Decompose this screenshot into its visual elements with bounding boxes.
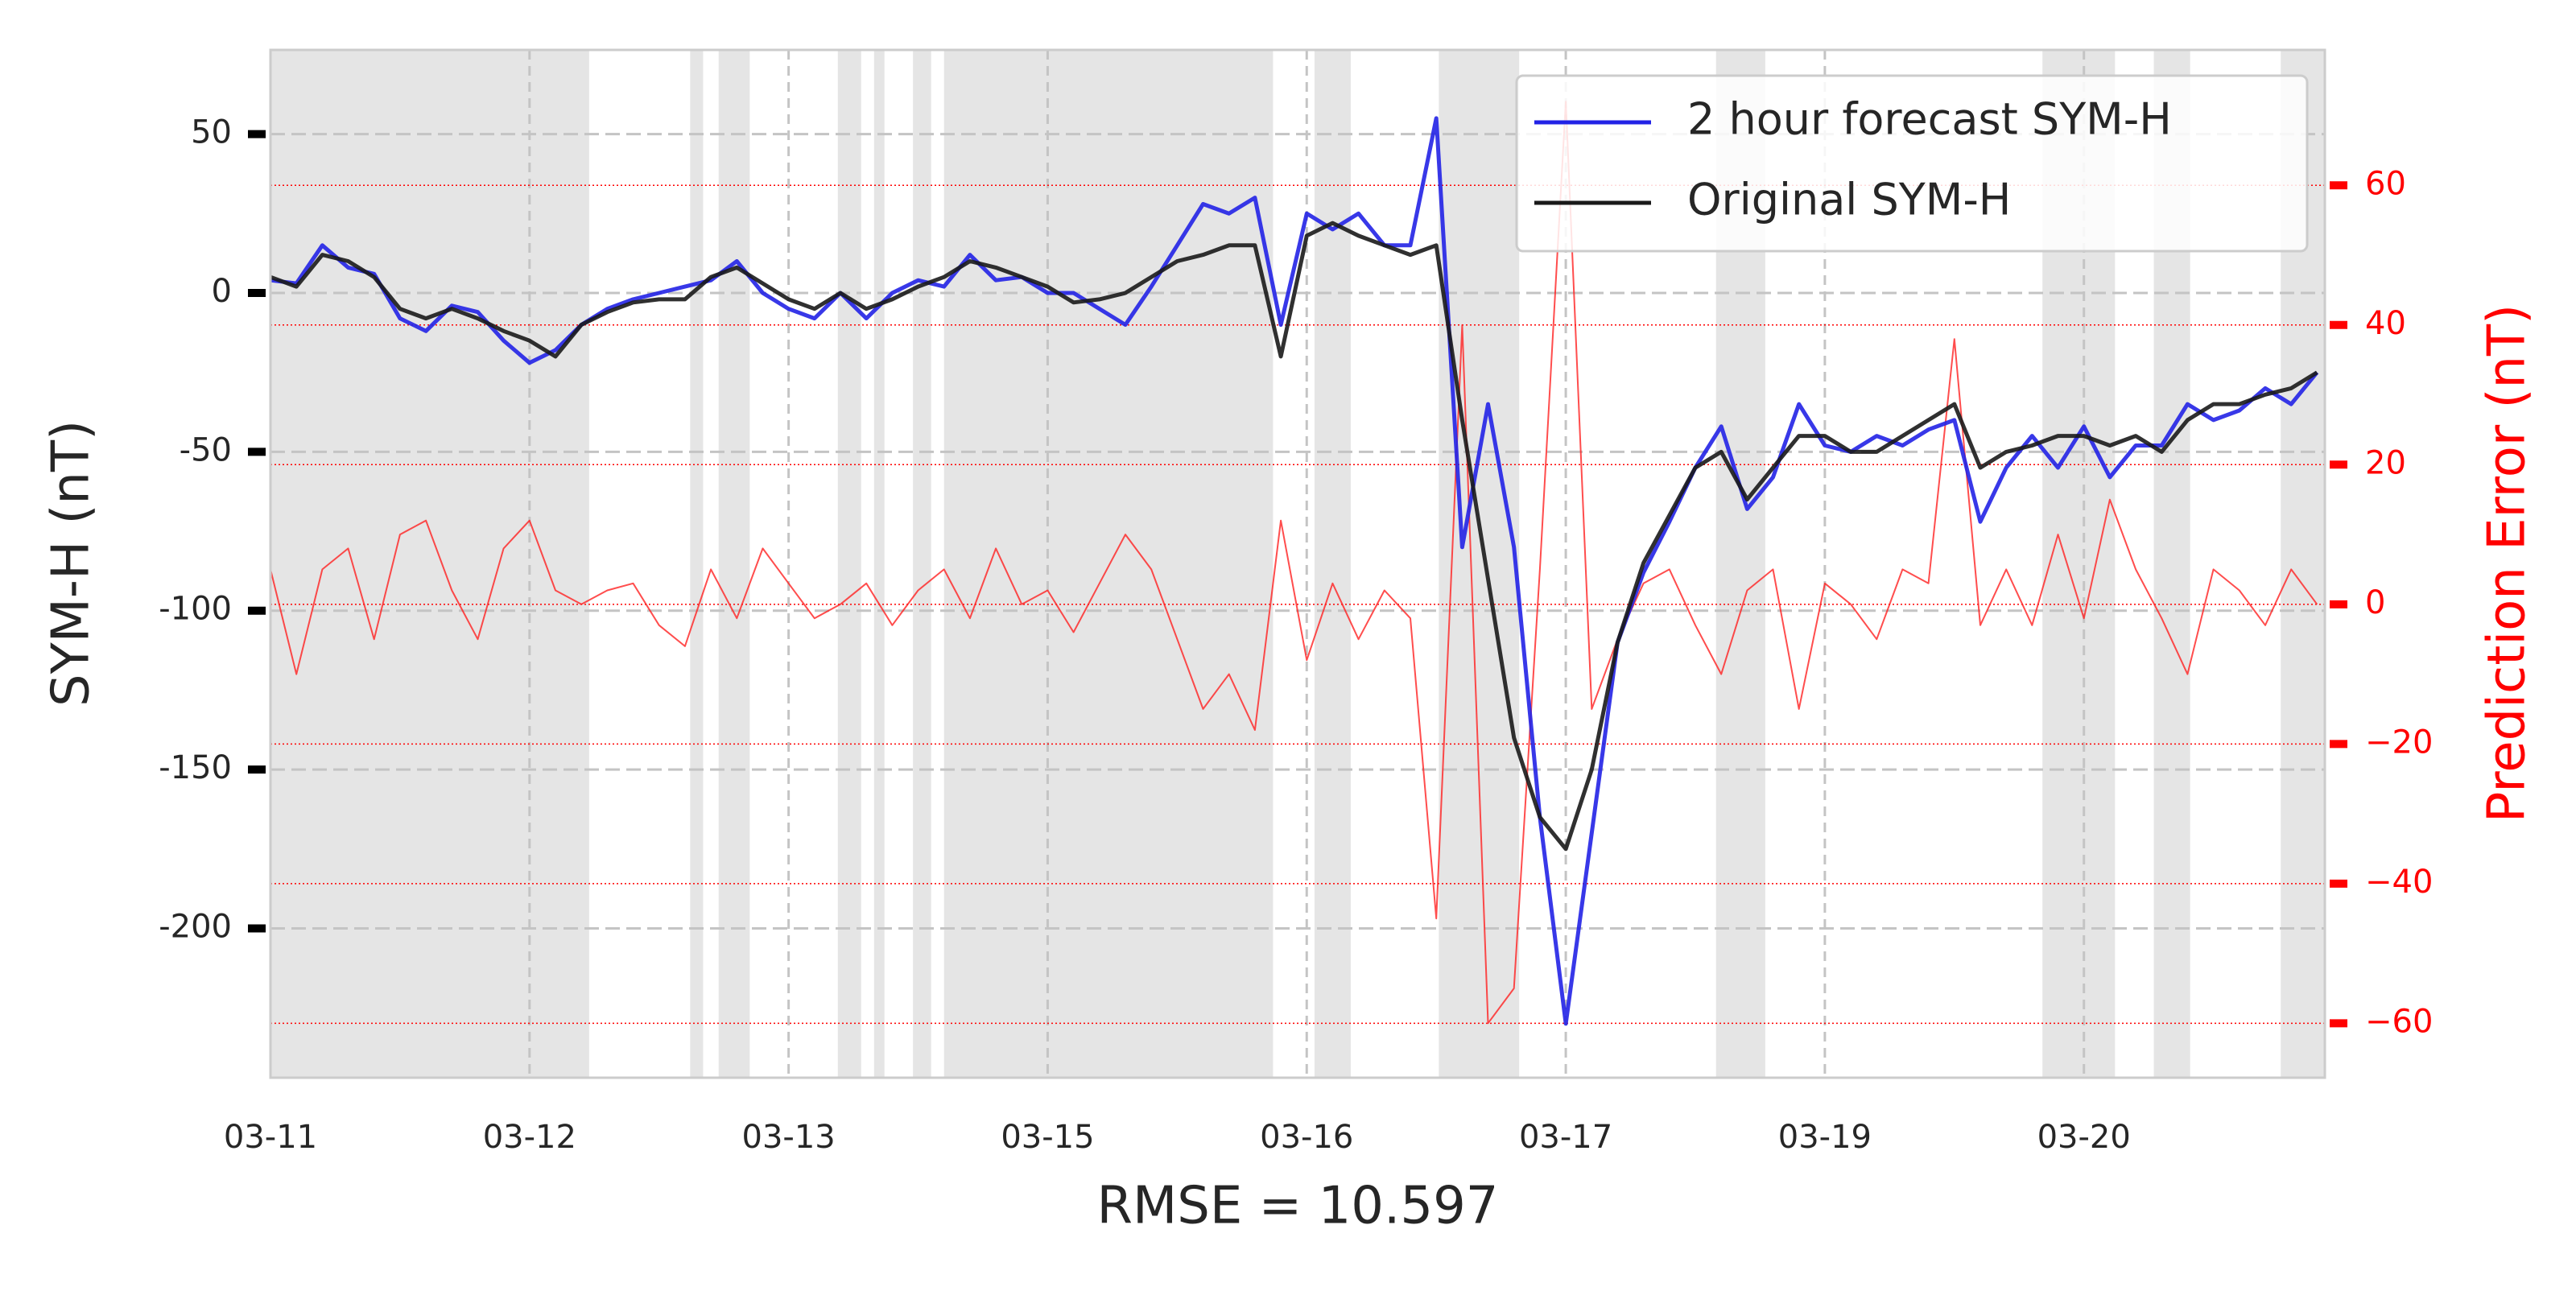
shaded-span [1439, 50, 1520, 1078]
y-tick-label: -100 [159, 591, 232, 628]
y2-tick-label: 40 [2365, 305, 2406, 342]
x-tick-label: 03-20 [2037, 1119, 2131, 1156]
series-line [270, 221, 2318, 852]
shaded-span [837, 50, 861, 1078]
x-tick-label: 03-15 [1001, 1119, 1094, 1156]
legend-label: Original SYM-H [1687, 175, 2011, 225]
y2-axis-label: Prediction Error (nT) [2478, 304, 2537, 823]
shaded-span [690, 50, 704, 1078]
plot-frame [269, 48, 2326, 1079]
shaded-span [718, 50, 750, 1078]
y2-tick-label: 60 [2365, 165, 2406, 202]
shaded-span [270, 50, 589, 1078]
y-tick-label: 0 [212, 273, 232, 310]
shaded-span [913, 50, 931, 1078]
y2-tick-label: −40 [2365, 864, 2433, 901]
legend-box [1515, 74, 2309, 253]
series-line [270, 116, 2319, 1026]
x-tick-label: 03-12 [483, 1119, 576, 1156]
y-tick-label: 50 [191, 114, 232, 151]
shaded-span [943, 50, 1274, 1078]
y2-tick-label: −60 [2365, 1003, 2433, 1040]
shaded-span [1314, 50, 1351, 1078]
x-tick-label: 03-17 [1519, 1119, 1612, 1156]
x-tick-label: 03-16 [1260, 1119, 1353, 1156]
y-tick-label: -150 [159, 749, 232, 786]
y-tick-label: -200 [159, 908, 232, 945]
x-axis-label: RMSE = 10.597 [1097, 1177, 1499, 1236]
error-line [270, 101, 2318, 1025]
legend-label: 2 hour forecast SYM-H [1687, 94, 2172, 145]
y-axis-label: SYM-H (nT) [42, 420, 101, 707]
y2-tick-label: 20 [2365, 444, 2406, 481]
shaded-span [873, 50, 885, 1078]
x-tick-label: 03-13 [742, 1119, 836, 1156]
x-tick-label: 03-19 [1778, 1119, 1872, 1156]
y2-tick-label: 0 [2365, 584, 2385, 621]
y-tick-label: -50 [180, 431, 232, 468]
y2-tick-label: −20 [2365, 724, 2433, 761]
x-tick-label: 03-11 [224, 1119, 317, 1156]
